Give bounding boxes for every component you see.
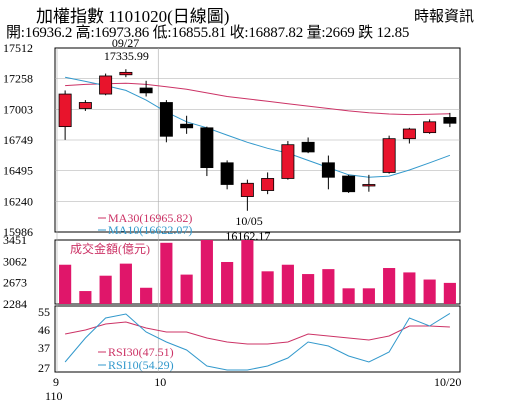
volume-bar (119, 263, 132, 304)
candle-body (261, 178, 275, 191)
high-date-label: 09/27 (112, 36, 139, 50)
candle-body (78, 102, 92, 109)
x-tick-label: 10 (154, 375, 166, 389)
volume-panel: 成交金額(億元) (59, 240, 456, 304)
volume-bar (342, 288, 355, 304)
volume-bar (423, 279, 436, 304)
price-tick-label: 15986 (3, 225, 33, 239)
x-tick-label: 9 (53, 375, 59, 389)
candle-body (321, 162, 335, 178)
price-tick-label: 16749 (3, 133, 33, 147)
volume-bar (180, 274, 193, 304)
ma30-legend: MA30(16965.82) (108, 211, 192, 225)
high-value-label: 17335.99 (104, 49, 149, 63)
x-tick-label: 10/20 (434, 375, 461, 389)
volume-title: 成交金額(億元) (70, 241, 150, 256)
candle-body (382, 138, 396, 173)
candle-body (200, 127, 214, 169)
volume-bar (261, 271, 274, 304)
candle-body (342, 175, 356, 193)
volume-bar (59, 264, 72, 304)
volume-bar (362, 288, 375, 304)
rsi-tick-label: 27 (38, 361, 50, 375)
candle-body (281, 144, 295, 179)
rsi10-legend: RSI10(54.29) (108, 358, 174, 372)
price-tick-label: 16495 (3, 164, 33, 178)
volume-bar (221, 261, 234, 304)
rsi30-legend: RSI30(47.51) (108, 345, 174, 359)
volume-bar (79, 291, 92, 304)
price-tick-label: 17258 (3, 72, 33, 86)
candle-body (180, 123, 194, 129)
volume-bar (99, 275, 112, 304)
volume-bar (403, 272, 416, 304)
candle-body (99, 75, 113, 95)
price-tick-label: 16240 (3, 194, 33, 208)
chart-title: 加權指數 1101020(日線圖) (36, 7, 230, 26)
ma10-legend: MA10(16622.07) (108, 223, 192, 237)
candle-body (58, 93, 72, 128)
candle-body (240, 182, 254, 197)
panel-frame (54, 239, 461, 305)
low-value-label: 16162.17 (225, 229, 270, 243)
rsi-tick-label: 46 (38, 323, 50, 337)
candle-body (423, 121, 437, 134)
ohlc-stats: 開:16936.2 高:16973.86 低:16855.81 收:16887.… (6, 25, 410, 41)
volume-tick-label: 3451 (3, 233, 27, 247)
price-tick-label: 17003 (3, 102, 33, 116)
rsi-tick-label: 37 (38, 341, 50, 355)
rsi30-line (65, 321, 450, 345)
volume-tick-label: 3062 (3, 254, 27, 268)
volume-bar (322, 269, 335, 304)
rsi10-line (64, 312, 451, 371)
data-source-label: 時報資訊 (414, 9, 475, 25)
candle-body (443, 117, 457, 124)
candle-body (139, 87, 153, 94)
volume-bar (281, 264, 294, 304)
ma30-line (65, 82, 450, 116)
volume-bar (200, 240, 213, 304)
panel-frame (54, 305, 461, 373)
volume-tick-label: 2284 (3, 297, 27, 311)
ma10-line (64, 76, 451, 178)
rsi-panel: RSI30(47.51)RSI10(54.29) (64, 312, 451, 372)
candle-body (159, 102, 173, 137)
candle-body (402, 128, 416, 140)
candle-body (119, 71, 133, 76)
volume-bar (241, 240, 254, 304)
low-date-label: 10/05 (235, 214, 262, 228)
candle-body (362, 184, 376, 187)
volume-bar (140, 287, 153, 304)
volume-tick-label: 2673 (3, 276, 27, 290)
price-tick-label: 17512 (3, 41, 33, 55)
rsi-tick-label: 55 (38, 305, 50, 319)
volume-bar (160, 242, 173, 304)
x-tick-sublabel: 110 (45, 389, 63, 403)
candle-body (220, 162, 234, 185)
volume-bar (383, 268, 396, 304)
volume-bar (302, 274, 315, 304)
volume-bar (443, 282, 456, 304)
candle-body (301, 141, 315, 153)
